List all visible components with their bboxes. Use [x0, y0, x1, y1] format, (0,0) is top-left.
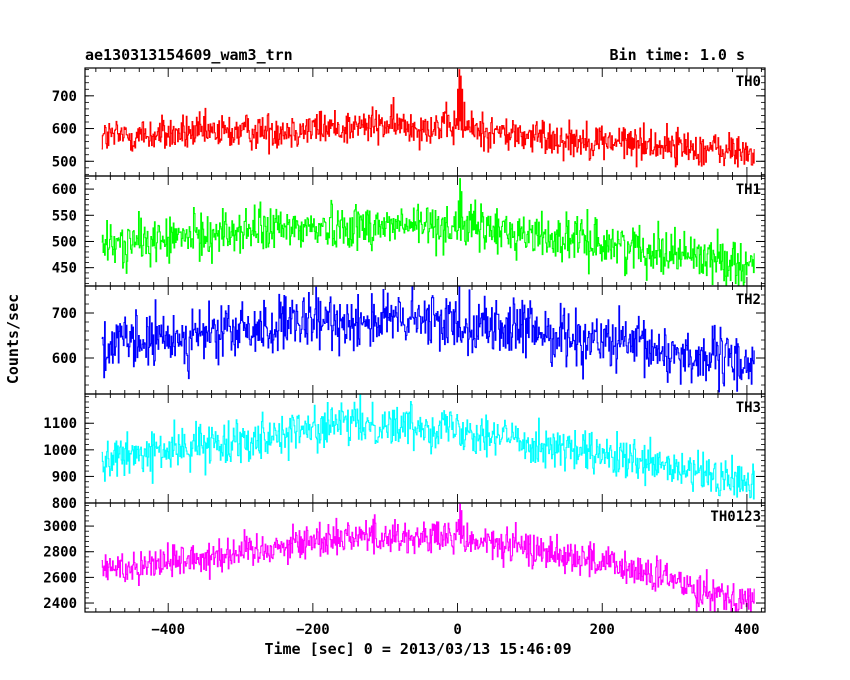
series-line-th1	[101, 178, 755, 286]
y-tick-label: 1100	[43, 416, 77, 432]
chart-title: ae130313154609_wam3_trn	[85, 46, 293, 64]
panel-label-th2: TH2	[736, 292, 761, 308]
y-tick-label: 900	[52, 469, 77, 485]
panel-label-th3: TH3	[736, 400, 761, 416]
y-tick-label: 700	[52, 306, 77, 322]
y-tick-label: 2600	[43, 570, 77, 586]
panel-th0: 500 600 700 TH0	[52, 67, 766, 177]
x-tick-label: 200	[590, 622, 615, 638]
series-line-th2	[101, 286, 755, 393]
y-tick-label: 800	[52, 496, 77, 512]
panel-frame	[84, 502, 766, 613]
y-tick-label: 700	[52, 89, 77, 105]
x-tick-label: −400	[151, 622, 185, 638]
y-tick-label: 600	[52, 182, 77, 198]
x-tick-label: 0	[453, 622, 461, 638]
y-axis-title: Counts/sec	[4, 294, 22, 384]
y-tick-label: 2800	[43, 545, 77, 561]
panel-label-th0: TH0	[736, 74, 761, 90]
series-line-th3	[101, 394, 755, 500]
y-tick-label: 2400	[43, 596, 77, 612]
x-tick-label: −200	[296, 622, 330, 638]
x-axis: −400 −200 0 200 400	[151, 622, 759, 638]
panel-th3: 800 900 1000 1100 TH3	[43, 393, 766, 512]
y-tick-label: 1000	[43, 443, 77, 459]
panel-th0123: 2400 2600 2800 3000 TH0123	[43, 502, 766, 613]
panels-group: 500 600 700 TH0 450 500 550 600 TH1 600 700 TH2 800 9…	[43, 67, 766, 613]
y-tick-label: 3000	[43, 519, 77, 535]
y-tick-label: 600	[52, 351, 77, 367]
panel-label-th0123: TH0123	[710, 509, 761, 525]
panel-th2: 600 700 TH2	[52, 285, 766, 395]
y-tick-label: 600	[52, 122, 77, 138]
bin-time-label: Bin time: 1.0 s	[610, 46, 745, 64]
y-tick-label: 450	[52, 261, 77, 277]
y-tick-label: 500	[52, 154, 77, 170]
x-axis-title: Time [sec] 0 = 2013/03/13 15:46:09	[264, 640, 571, 658]
x-tick-label: 400	[734, 622, 759, 638]
y-tick-label: 550	[52, 208, 77, 224]
panel-th1: 450 500 550 600 TH1	[52, 175, 766, 287]
series-line-th0	[101, 69, 755, 168]
panel-label-th1: TH1	[736, 182, 761, 198]
panel-frame	[84, 393, 766, 504]
y-tick-label: 500	[52, 234, 77, 250]
series-line-th0123	[101, 503, 755, 612]
